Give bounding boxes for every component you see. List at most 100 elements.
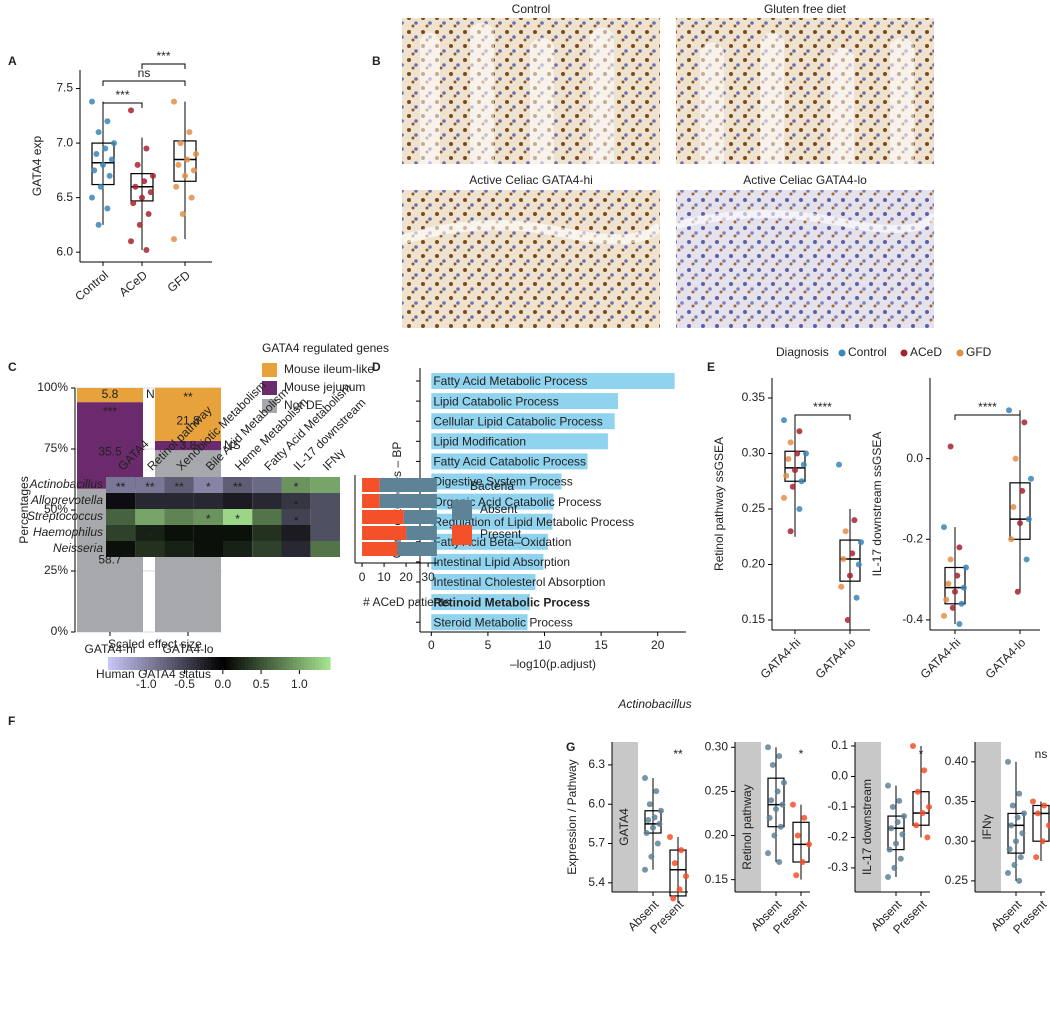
significance-bracket [954,414,1021,420]
value-label: 3.8 [180,438,197,452]
point [794,450,801,457]
point [179,211,186,217]
point [947,443,954,450]
y-axis-title: GATA4 exp [30,136,44,197]
colorbar-step [226,657,231,670]
legend-label: Absent [480,502,518,516]
colorbar-step [311,657,316,670]
colorbar-step [148,657,153,670]
y-tick-label: 6.5 [56,190,73,204]
point [91,167,98,174]
colorbar-step [237,657,242,670]
legend-marker [900,349,908,357]
point [1008,536,1015,543]
bar-segment [155,440,221,451]
point [1016,790,1023,797]
bar [431,393,619,410]
point [913,822,920,829]
point [781,417,787,424]
colorbar-step [267,657,272,670]
point [128,107,134,114]
heat-cell [281,525,311,541]
point [792,467,798,474]
y-tick-label: 0.15 [742,612,766,626]
point [853,594,860,601]
cell-annotation: ** [145,480,155,494]
box [839,539,861,582]
y-tick-label: 0.25 [705,784,729,798]
point [777,823,784,830]
point [855,561,862,568]
legend-label: Not DE [284,398,323,412]
point [136,221,143,228]
y-tick-label: 5.4 [588,875,605,889]
legend-label: GFD [966,345,992,359]
point [941,524,947,531]
significance-label: *** [103,404,117,418]
significance-label: ** [183,390,193,404]
significance-bracket [102,102,143,108]
legend-title: Diagnosis [776,345,829,359]
x-tick-label: GATA4-hi [85,642,136,656]
point [654,840,661,847]
strip [735,742,761,892]
point [779,801,786,808]
point [793,872,800,879]
box [173,140,197,182]
colorbar-step [211,657,216,670]
strip-label: IFNγ [980,814,994,839]
colorbar-step [307,657,312,670]
point [104,205,111,212]
point [844,617,851,624]
point [653,788,660,795]
point [769,761,776,768]
point [926,803,932,810]
legend-label: Mouse jejunum [284,380,365,394]
point [838,583,845,590]
category-label: Steroid Metabolic Process [433,615,572,629]
colorbar-step [293,657,298,670]
strip [612,742,638,892]
y-tick-label: 0.20 [705,828,729,842]
legend-swatch [452,525,472,545]
strip [855,742,881,892]
point [781,779,787,786]
point [145,211,152,217]
y-tick-label: 0.30 [945,833,969,847]
point [104,118,111,125]
colorbar-step [133,657,139,670]
point [173,183,180,190]
point [141,178,148,185]
colorbar-step [300,657,305,670]
point [130,200,137,207]
colorbar-step [119,657,124,670]
y-axis-title: IL-17 downstream ssGSEA [870,432,884,577]
point [885,874,891,881]
legend-label: Present [480,527,522,541]
colorbar-step [285,657,290,670]
colorbar-step [178,657,183,670]
heat-cell [106,541,136,557]
colorbar-step [259,657,264,670]
point [801,814,808,821]
point [143,247,150,253]
point [806,841,812,848]
y-tick-label: 0.30 [705,739,729,753]
cell-annotation: * [206,512,211,526]
x-tick-label: ACeD [116,268,150,300]
point [1017,520,1023,527]
y-tick-label: -0.2 [902,531,923,545]
point [147,189,154,196]
colorbar-step [215,657,220,670]
x-tick-label: 0 [359,570,366,584]
legend-title: Bacteria [470,479,514,493]
category-label: Fatty Acid Catabolic Process [433,455,586,469]
point [901,813,907,820]
point [956,544,963,551]
point [858,539,864,546]
cell-annotation: • [294,512,298,526]
point [658,807,664,814]
point [1005,869,1011,876]
y-tick-label: 6.0 [588,796,605,810]
cell-annotation: • [294,496,298,510]
